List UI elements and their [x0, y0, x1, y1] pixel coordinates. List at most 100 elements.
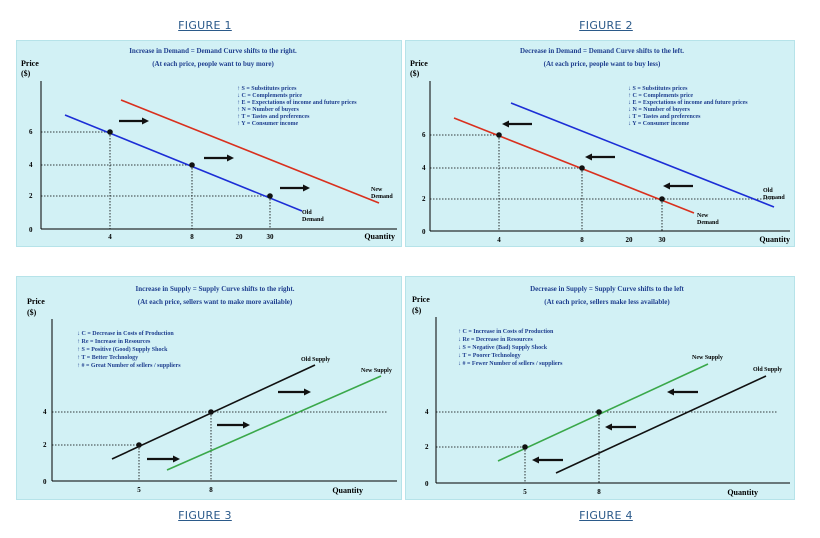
figure-1-x-tick-20: 20 — [236, 233, 244, 241]
figure-2-shift-left-arrow — [663, 182, 693, 190]
figure-4-shift-left-arrow — [667, 388, 698, 396]
figure-2-old-demand-curve — [510, 102, 775, 208]
figure-2-y-tick-4: 4 — [422, 164, 426, 172]
figure-3-x-label: Quantity — [332, 486, 363, 495]
figure-3-subline: (At each price, sellers want to make mor… — [138, 298, 293, 306]
figure-4-y-tick-0: 0 — [425, 480, 429, 488]
figure-1-x-label: Quantity — [364, 232, 395, 241]
figure-4-shift-left-arrow — [605, 423, 636, 431]
figure-3-factor: ↓ C = Decrease in Costs of Production — [77, 331, 174, 337]
figure-1-point-30-2 — [267, 193, 273, 199]
figure-2-new-demand-curve — [453, 117, 695, 214]
figure-1-diagram: Increase in Demand = Demand Curve shifts… — [21, 47, 397, 241]
figure-3-point-8-4 — [208, 409, 214, 415]
figure-2-x-tick-20: 20 — [626, 236, 634, 244]
figure-1-old-demand-curve — [64, 114, 303, 212]
figure-1-headline: Increase in Demand = Demand Curve shifts… — [129, 47, 297, 55]
figure-4-caption: FIGURE 4 — [579, 509, 633, 522]
figure-4-subline: (At each price, sellers make less availa… — [544, 298, 670, 306]
figure-2-x-tick-4: 4 — [497, 236, 501, 244]
figure-4-x-tick-5: 5 — [523, 488, 527, 496]
figure-2-point-30-2 — [659, 196, 665, 202]
figure-1-point-4-6 — [107, 129, 113, 135]
figure-1-new-demand-label: Demand — [371, 194, 393, 200]
figure-2-point-4-6 — [496, 132, 502, 138]
figure-2-y-tick-6: 6 — [422, 131, 426, 139]
figure-4-x-tick-8: 8 — [597, 488, 601, 496]
figure-3-factor: ↑ S = Positive (Good) Supply Shock — [77, 346, 168, 353]
figure-4-factor: ↓ Re = Decrease in Resources — [458, 337, 533, 343]
figure-1-panel: Increase in Demand = Demand Curve shifts… — [16, 40, 402, 247]
figure-2-old-demand-label: Demand — [763, 195, 785, 201]
figure-4-y-label: Price — [412, 295, 430, 304]
figure-4-factor: ↓ S = Negative (Bad) Supply Shock — [458, 344, 548, 351]
figure-1-x-tick-30: 30 — [267, 233, 275, 241]
figure-3-shift-right-arrow — [278, 388, 311, 396]
figure-2-caption: FIGURE 2 — [579, 19, 633, 32]
figure-1-factor: ↑ T = Tastes and preferences — [237, 114, 310, 120]
figure-1-factor: ↑ E = Expectations of income and future … — [237, 100, 357, 106]
figure-3-factor: ↑ # = Great Number of sellers / supplier… — [77, 363, 181, 369]
figure-1-factor: ↑ S = Substitutes prices — [237, 86, 297, 92]
figure-1-new-demand-label: New — [371, 187, 383, 193]
figure-1-factor: ↑ N = Number of buyers — [237, 107, 299, 113]
figure-2-factor: ↓ T = Tastes and preferences — [628, 114, 701, 120]
figure-1-y-label: Price — [21, 59, 39, 68]
figure-1-factor: ↓ C = Complements price — [237, 93, 302, 99]
figure-2-old-demand-label: Old — [763, 188, 773, 194]
figure-1-x-tick-8: 8 — [190, 233, 194, 241]
figure-4-y-tick-2: 2 — [425, 443, 429, 451]
figure-3-y-unit: ($) — [27, 308, 37, 317]
figure-3-y-tick-0: 0 — [43, 478, 47, 486]
figure-1-old-demand-label: Old — [302, 210, 312, 216]
figure-1-y-tick-0: 0 — [29, 226, 33, 234]
figure-4-headline: Decrease in Supply = Supply Curve shifts… — [530, 285, 684, 293]
figure-2-factor: ↓ E = Expectations of income and future … — [628, 100, 748, 106]
figure-1-shift-right-arrow — [119, 117, 149, 125]
figure-2-shift-left-arrow — [585, 153, 615, 161]
figure-4-new-supply-label: New Supply — [692, 355, 723, 361]
figure-1-y-tick-2: 2 — [29, 192, 33, 200]
figure-3-headline: Increase in Supply = Supply Curve shifts… — [135, 285, 294, 293]
figure-3-y-tick-2: 2 — [43, 441, 47, 449]
figure-2-factor: ↓ N = Number of buyers — [628, 107, 690, 113]
figure-4-old-supply-label: Old Supply — [753, 367, 782, 373]
figure-1-x-tick-4: 4 — [108, 233, 112, 241]
figure-1-new-demand-curve — [120, 99, 380, 204]
figure-1-subline: (At each price, people want to buy more) — [152, 60, 274, 68]
figure-4-point-8-4 — [596, 409, 602, 415]
figure-1-caption: FIGURE 1 — [178, 19, 232, 32]
figure-2-panel: Decrease in Demand = Demand Curve shifts… — [405, 40, 795, 247]
figure-3-y-tick-4: 4 — [43, 408, 47, 416]
figure-2-headline: Decrease in Demand = Demand Curve shifts… — [520, 47, 684, 55]
figure-3-diagram: Increase in Supply = Supply Curve shifts… — [27, 285, 397, 495]
figure-3-x-tick-8: 8 — [209, 486, 213, 494]
figure-3-new-supply-label: New Supply — [361, 368, 392, 374]
figure-4-new-supply-curve — [497, 363, 709, 462]
figure-3-old-supply-label: Old Supply — [301, 357, 330, 363]
figure-2-y-unit: ($) — [410, 69, 420, 78]
figure-4-factor: ↑ C = Increase in Costs of Production — [458, 329, 554, 335]
figure-3-x-tick-5: 5 — [137, 486, 141, 494]
figure-4-diagram: Decrease in Supply = Supply Curve shifts… — [412, 285, 790, 497]
figure-4-y-tick-4: 4 — [425, 408, 429, 416]
figure-1-shift-right-arrow — [280, 184, 310, 192]
figure-1-y-unit: ($) — [21, 69, 31, 78]
figure-1-shift-right-arrow — [204, 154, 234, 162]
figure-1-old-demand-label: Demand — [302, 217, 324, 223]
figure-2-factor: ↓ S = Substitutes prices — [628, 86, 688, 92]
figure-2-new-demand-label: Demand — [697, 220, 719, 226]
figure-4-x-label: Quantity — [727, 488, 758, 497]
figure-3-factor: ↑ T = Better Technology — [77, 355, 138, 361]
figure-4-panel: Decrease in Supply = Supply Curve shifts… — [405, 276, 795, 500]
figure-3-shift-right-arrow — [147, 455, 180, 463]
figure-3-shift-right-arrow — [217, 421, 250, 429]
figure-2-x-label: Quantity — [759, 235, 790, 244]
figure-1-factor: ↑ Y = Consumer income — [237, 121, 299, 127]
figure-3-caption: FIGURE 3 — [178, 509, 232, 522]
figure-2-diagram: Decrease in Demand = Demand Curve shifts… — [410, 47, 790, 244]
figure-4-old-supply-curve — [555, 375, 767, 474]
figure-4-point-5-2 — [522, 444, 528, 450]
figure-2-y-tick-0: 0 — [422, 228, 426, 236]
figure-2-y-label: Price — [410, 59, 428, 68]
